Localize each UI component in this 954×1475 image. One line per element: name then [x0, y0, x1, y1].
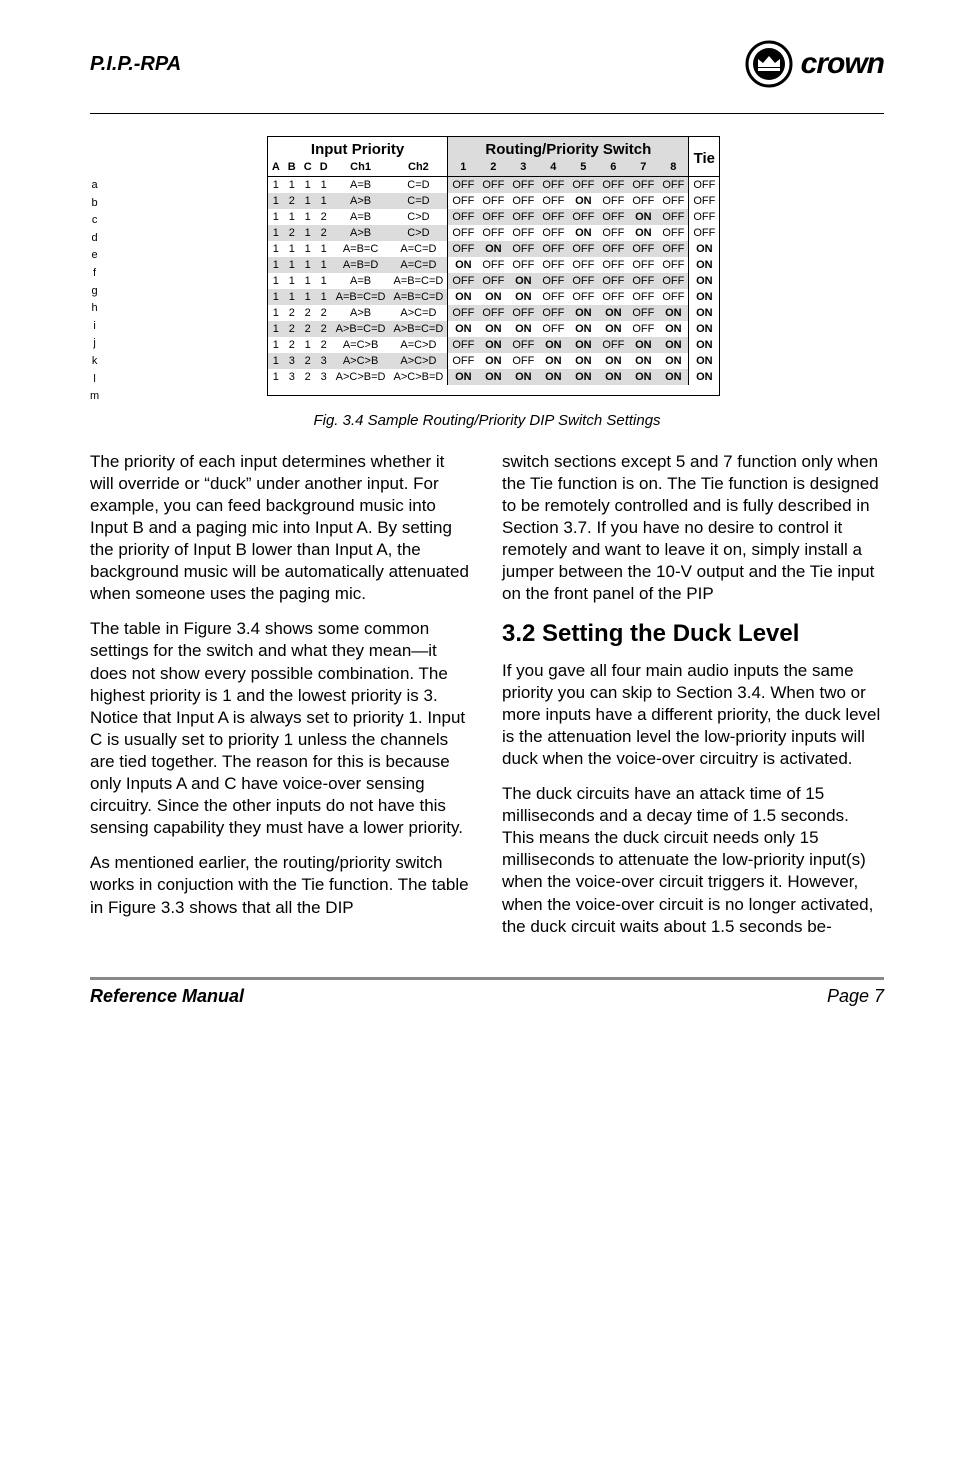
body-paragraph: switch sections except 5 and 7 function … — [502, 451, 884, 606]
body-paragraph: As mentioned earlier, the routing/priori… — [90, 852, 472, 918]
body-paragraph: The priority of each input determines wh… — [90, 451, 472, 606]
section-heading: 3.2 Setting the Duck Level — [502, 618, 884, 649]
brand-logo: crown — [745, 40, 884, 88]
body-paragraph: The duck circuits have an attack time of… — [502, 783, 884, 938]
footer-left: Reference Manual — [90, 986, 244, 1007]
body-paragraph: If you gave all four main audio inputs t… — [502, 660, 884, 770]
dip-table-wrap: abcdefghijklm Input PriorityRouting/Prio… — [90, 136, 884, 406]
top-divider — [90, 113, 884, 114]
bottom-divider — [90, 977, 884, 980]
left-column: The priority of each input determines wh… — [90, 451, 472, 951]
brand-name: crown — [801, 47, 884, 81]
figure-caption: Fig. 3.4 Sample Routing/Priority DIP Swi… — [90, 412, 884, 429]
footer-right: Page 7 — [827, 986, 884, 1007]
product-code: P.I.P.-RPA — [90, 53, 181, 76]
body-paragraph: The table in Figure 3.4 shows some commo… — [90, 618, 472, 839]
crown-icon — [745, 40, 793, 88]
right-column: switch sections except 5 and 7 function … — [502, 451, 884, 951]
dip-switch-table: Input PriorityRouting/Priority SwitchTie… — [268, 137, 720, 385]
